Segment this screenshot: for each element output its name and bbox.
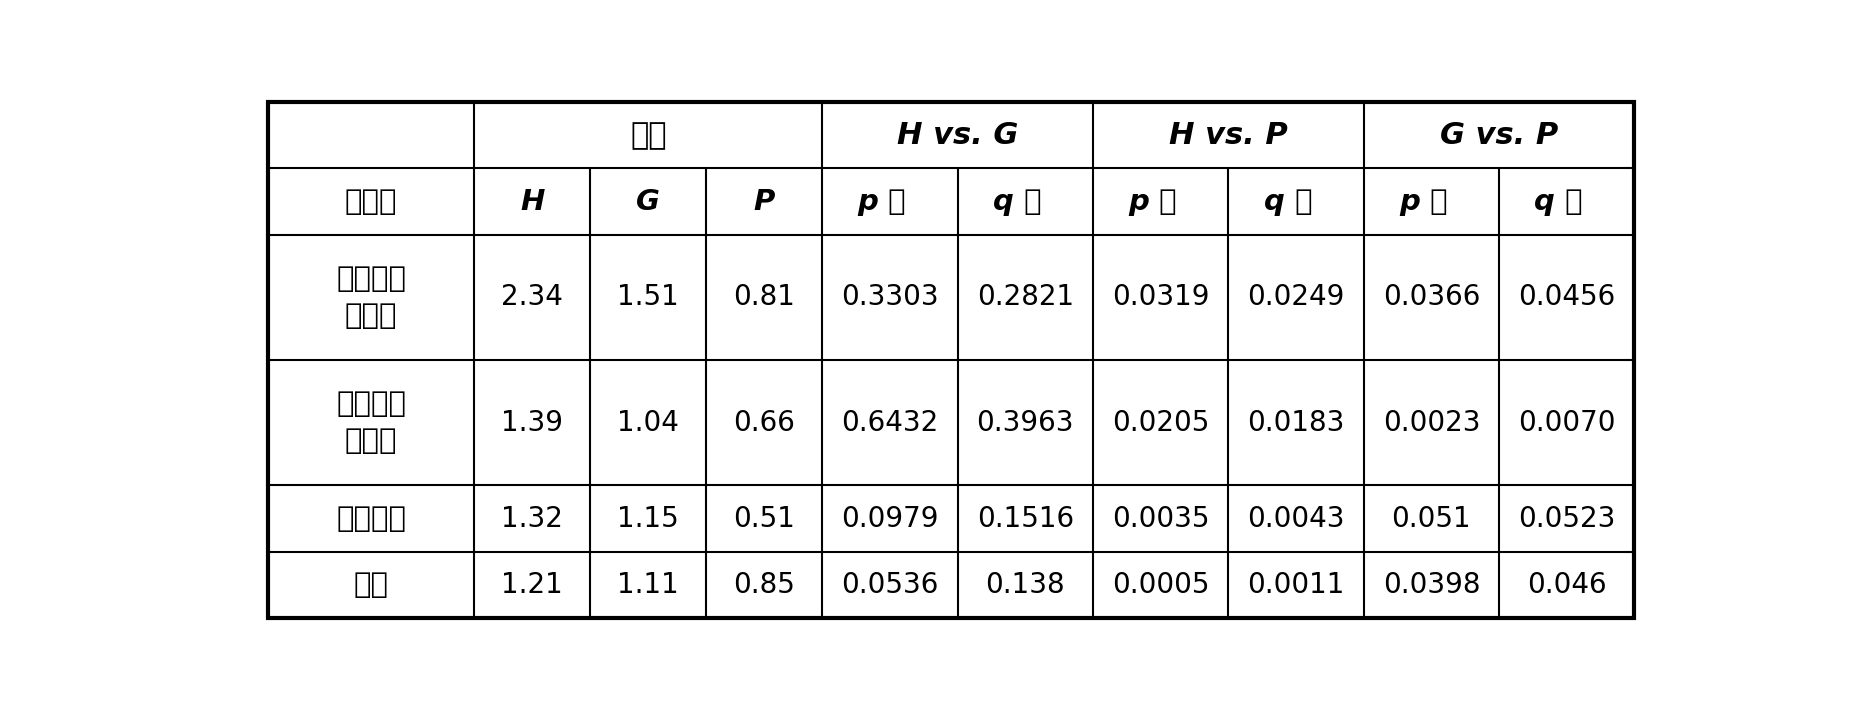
- Text: 0.3303: 0.3303: [840, 283, 939, 312]
- Text: 1.21: 1.21: [501, 571, 562, 599]
- Text: 值: 值: [1013, 188, 1041, 215]
- Text: 0.0979: 0.0979: [840, 505, 939, 533]
- Text: q: q: [992, 188, 1013, 215]
- Text: 0.0456: 0.0456: [1517, 283, 1614, 312]
- Text: 0.0035: 0.0035: [1111, 505, 1209, 533]
- Text: 0.0523: 0.0523: [1517, 505, 1614, 533]
- Text: 0.0005: 0.0005: [1111, 571, 1209, 599]
- Text: H: H: [519, 188, 544, 215]
- Text: H vs. P: H vs. P: [1169, 120, 1287, 150]
- Text: 0.51: 0.51: [733, 505, 794, 533]
- Text: 2.34: 2.34: [501, 283, 562, 312]
- Text: 0.0319: 0.0319: [1111, 283, 1209, 312]
- Text: G: G: [636, 188, 660, 215]
- Text: 0.66: 0.66: [733, 409, 794, 437]
- Text: 值: 值: [1284, 188, 1311, 215]
- Text: 氧化型谷: 氧化型谷: [336, 390, 406, 418]
- Text: 1.39: 1.39: [501, 409, 562, 437]
- Text: 胱甘肽: 胱甘肽: [345, 302, 397, 330]
- Text: 值: 值: [877, 188, 905, 215]
- Text: 还原型谷: 还原型谷: [336, 265, 406, 293]
- Text: 1.32: 1.32: [501, 505, 562, 533]
- Text: 0.6432: 0.6432: [840, 409, 939, 437]
- Text: 0.0011: 0.0011: [1247, 571, 1345, 599]
- Text: 0.3963: 0.3963: [976, 409, 1074, 437]
- Text: p: p: [857, 188, 877, 215]
- Text: 值: 值: [1419, 188, 1447, 215]
- Text: 0.0043: 0.0043: [1247, 505, 1345, 533]
- Text: 抗坏血酸: 抗坏血酸: [336, 505, 406, 533]
- Text: 0.0366: 0.0366: [1382, 283, 1478, 312]
- Text: q: q: [1263, 188, 1284, 215]
- Text: 1.15: 1.15: [618, 505, 679, 533]
- Text: 1.04: 1.04: [618, 409, 679, 437]
- Text: 0.0023: 0.0023: [1382, 409, 1478, 437]
- Text: 值: 值: [1148, 188, 1176, 215]
- Text: G vs. P: G vs. P: [1439, 120, 1558, 150]
- Text: 0.046: 0.046: [1527, 571, 1606, 599]
- Text: P: P: [753, 188, 775, 215]
- Text: 0.81: 0.81: [733, 283, 794, 312]
- Text: 均值: 均值: [629, 120, 666, 150]
- Text: 0.138: 0.138: [985, 571, 1065, 599]
- Text: H vs. G: H vs. G: [896, 120, 1018, 150]
- Text: 0.2821: 0.2821: [976, 283, 1074, 312]
- Text: 0.051: 0.051: [1391, 505, 1471, 533]
- Text: 1.11: 1.11: [618, 571, 679, 599]
- Text: 0.0183: 0.0183: [1247, 409, 1345, 437]
- Text: 值: 值: [1554, 188, 1582, 215]
- Text: 尿酸: 尿酸: [354, 571, 388, 599]
- Text: q: q: [1534, 188, 1554, 215]
- Text: p: p: [1128, 188, 1148, 215]
- Text: 0.0536: 0.0536: [840, 571, 939, 599]
- Text: 化合物: 化合物: [345, 188, 397, 215]
- Text: 0.1516: 0.1516: [976, 505, 1074, 533]
- Text: 0.0398: 0.0398: [1382, 571, 1478, 599]
- Text: p: p: [1399, 188, 1419, 215]
- Text: 胱甘肽: 胱甘肽: [345, 427, 397, 456]
- Text: 0.85: 0.85: [733, 571, 794, 599]
- Text: 0.0070: 0.0070: [1517, 409, 1614, 437]
- Text: 0.0249: 0.0249: [1247, 283, 1345, 312]
- Text: 1.51: 1.51: [618, 283, 679, 312]
- Text: 0.0205: 0.0205: [1111, 409, 1209, 437]
